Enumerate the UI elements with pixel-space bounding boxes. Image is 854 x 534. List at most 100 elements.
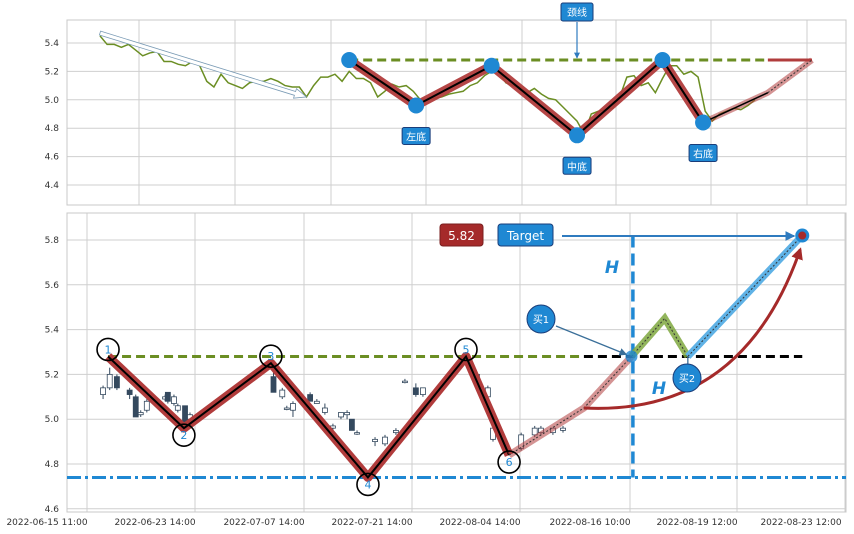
point-label: 4: [364, 478, 371, 491]
projection-line: [701, 57, 814, 126]
y-tick-label: 4.6: [45, 505, 60, 515]
y-tick-label: 4.4: [45, 181, 60, 191]
y-tick-label: 5.0: [45, 415, 60, 425]
point-label-circle: [172, 423, 196, 447]
x-tick-label: 2022-08-23 12:00: [760, 518, 841, 528]
x-tick-label: 2022-06-15 11:00: [6, 518, 87, 528]
buy1-label: 买1: [533, 314, 549, 326]
pattern-point: [695, 114, 712, 131]
bottom-label: 中底: [567, 160, 587, 173]
price-line: [99, 35, 756, 136]
breakout-point: [625, 350, 638, 363]
candle-body: [290, 403, 296, 411]
point-label: 1: [105, 343, 112, 356]
candle-body: [279, 389, 286, 398]
target-point-core: [798, 231, 807, 240]
candle-body: [137, 412, 144, 416]
y-tick-label: 5.0: [45, 96, 60, 106]
bottom-panel: 2022-06-15 11:00 2022-06-23 14:00 2022-07-…: [6, 212, 847, 528]
buy2-marker: [672, 363, 702, 393]
candle-body: [313, 400, 320, 404]
candle-body: [126, 389, 133, 395]
projection-dotted: [767, 59, 813, 94]
point-label-circle: [259, 344, 283, 369]
x-tick-label: 2022-08-04 14:00: [439, 518, 520, 528]
point-label-circle: [356, 472, 380, 497]
plot-frame: [66, 19, 847, 206]
candle-body: [338, 412, 344, 418]
pullback-line: [628, 312, 691, 359]
candle-body: [143, 400, 150, 411]
buy2-label: 买2: [679, 373, 695, 385]
target-value-label: 5.82: [448, 229, 475, 243]
buy1-marker: [526, 304, 556, 334]
candle-body: [344, 412, 350, 416]
candle-body: [171, 396, 177, 404]
pattern-point: [341, 52, 358, 69]
bottom-label-box: [688, 144, 718, 163]
y-tick-label: 5.8: [45, 236, 60, 246]
bottom-label: 左底: [406, 130, 426, 143]
point-label: 5: [463, 343, 470, 356]
bottom-label-box: [401, 126, 431, 145]
candle-body: [307, 394, 314, 402]
point-label-circle: [96, 337, 120, 362]
candle-body: [283, 407, 290, 410]
height-label: H: [605, 258, 619, 278]
candle-body: [560, 427, 566, 431]
projection-line-inner: [702, 92, 769, 124]
zigzag-inner: [107, 354, 510, 480]
pattern-point: [483, 57, 500, 74]
candle-body: [393, 429, 399, 434]
projection-curve-arrow: [583, 247, 803, 410]
candle-body: [114, 376, 120, 389]
pattern-line-inner: [348, 58, 704, 137]
projection-line: [507, 354, 635, 459]
x-tick-label: 2022-07-21 14:00: [331, 518, 412, 528]
pullback-dotted: [631, 317, 689, 357]
x-tick-label: 2022-08-16 10:00: [549, 518, 630, 528]
target-value-box: [439, 223, 484, 247]
candle-body: [132, 396, 139, 418]
y-tick-label: 5.4: [45, 39, 60, 49]
x-tick-label: 2022-08-19 12:00: [656, 518, 737, 528]
buy1-arrow: [555, 325, 628, 356]
neckline-label: 颈线: [567, 6, 587, 19]
candle-body: [270, 376, 277, 393]
point-label-circle: [454, 337, 478, 362]
candle-body: [348, 418, 355, 431]
pattern-point: [408, 97, 425, 114]
candle-body: [164, 391, 171, 402]
candle-body: [174, 405, 181, 411]
x-tick-label: 2022-07-07 14:00: [223, 518, 304, 528]
target-label-box: [497, 223, 554, 247]
y-tick-label: 5.6: [45, 281, 60, 291]
pattern-point: [569, 127, 586, 144]
y-tick-label: 5.4: [45, 326, 60, 336]
candle-body: [354, 432, 360, 435]
candle-body: [412, 387, 419, 395]
candle-body: [100, 387, 106, 395]
bottom-label: 右底: [693, 148, 713, 161]
point-label: 6: [506, 456, 513, 469]
candle-body: [402, 380, 408, 384]
y-tick-label: 4.6: [45, 153, 60, 163]
pattern-point: [654, 52, 671, 69]
trend-arrow: [98, 30, 308, 99]
bottom-label-box: [562, 156, 592, 175]
target-path: [685, 233, 805, 359]
candle-body: [106, 373, 113, 389]
y-tick-label: 4.8: [45, 124, 60, 134]
candle-body: [321, 407, 328, 413]
target-label: Target: [506, 229, 544, 243]
neckline-label-box: [560, 2, 594, 22]
point-label: 3: [267, 350, 274, 363]
candle-body: [420, 387, 426, 395]
plot-frame: [66, 212, 847, 513]
y-tick-label: 5.2: [45, 370, 59, 380]
candle-body: [382, 436, 388, 445]
y-tick-label: 4.8: [45, 460, 60, 470]
point-label: 2: [180, 429, 187, 442]
